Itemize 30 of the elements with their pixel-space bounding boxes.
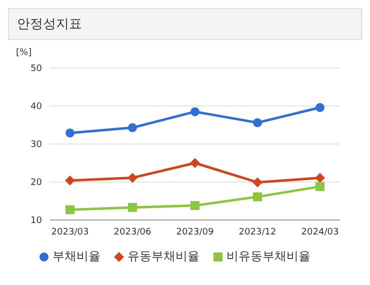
x-tick-label: 2023/03 xyxy=(51,227,89,238)
y-axis-title: [%] xyxy=(16,48,32,58)
y-tick-label: 20 xyxy=(30,178,42,188)
point xyxy=(253,192,262,202)
legend-label: 부채비율 xyxy=(52,248,100,265)
point xyxy=(316,103,324,112)
point xyxy=(252,177,262,188)
point xyxy=(190,158,200,168)
y-tick-label: 40 xyxy=(30,102,42,112)
point xyxy=(66,128,74,138)
legend-label: 유동부채비율 xyxy=(126,248,200,265)
point xyxy=(65,175,75,186)
point xyxy=(66,205,74,214)
y-tick-label: 10 xyxy=(30,216,42,226)
point xyxy=(190,107,200,116)
point xyxy=(316,182,324,192)
point xyxy=(253,118,262,128)
point xyxy=(128,172,138,183)
point xyxy=(315,172,325,183)
point xyxy=(128,123,137,132)
point xyxy=(128,202,137,212)
y-tick-label: 50 xyxy=(30,64,42,74)
y-tick-label: 30 xyxy=(30,140,42,150)
chart-title: 안정성지표 xyxy=(8,8,362,40)
point xyxy=(190,201,200,210)
legend-label: 비유동부채비율 xyxy=(226,248,310,265)
x-tick-label: 2023/09 xyxy=(176,227,214,238)
x-tick-label: 2023/06 xyxy=(114,227,152,238)
x-tick-label: 2024/03 xyxy=(301,227,339,238)
x-tick-label: 2023/12 xyxy=(238,227,276,238)
